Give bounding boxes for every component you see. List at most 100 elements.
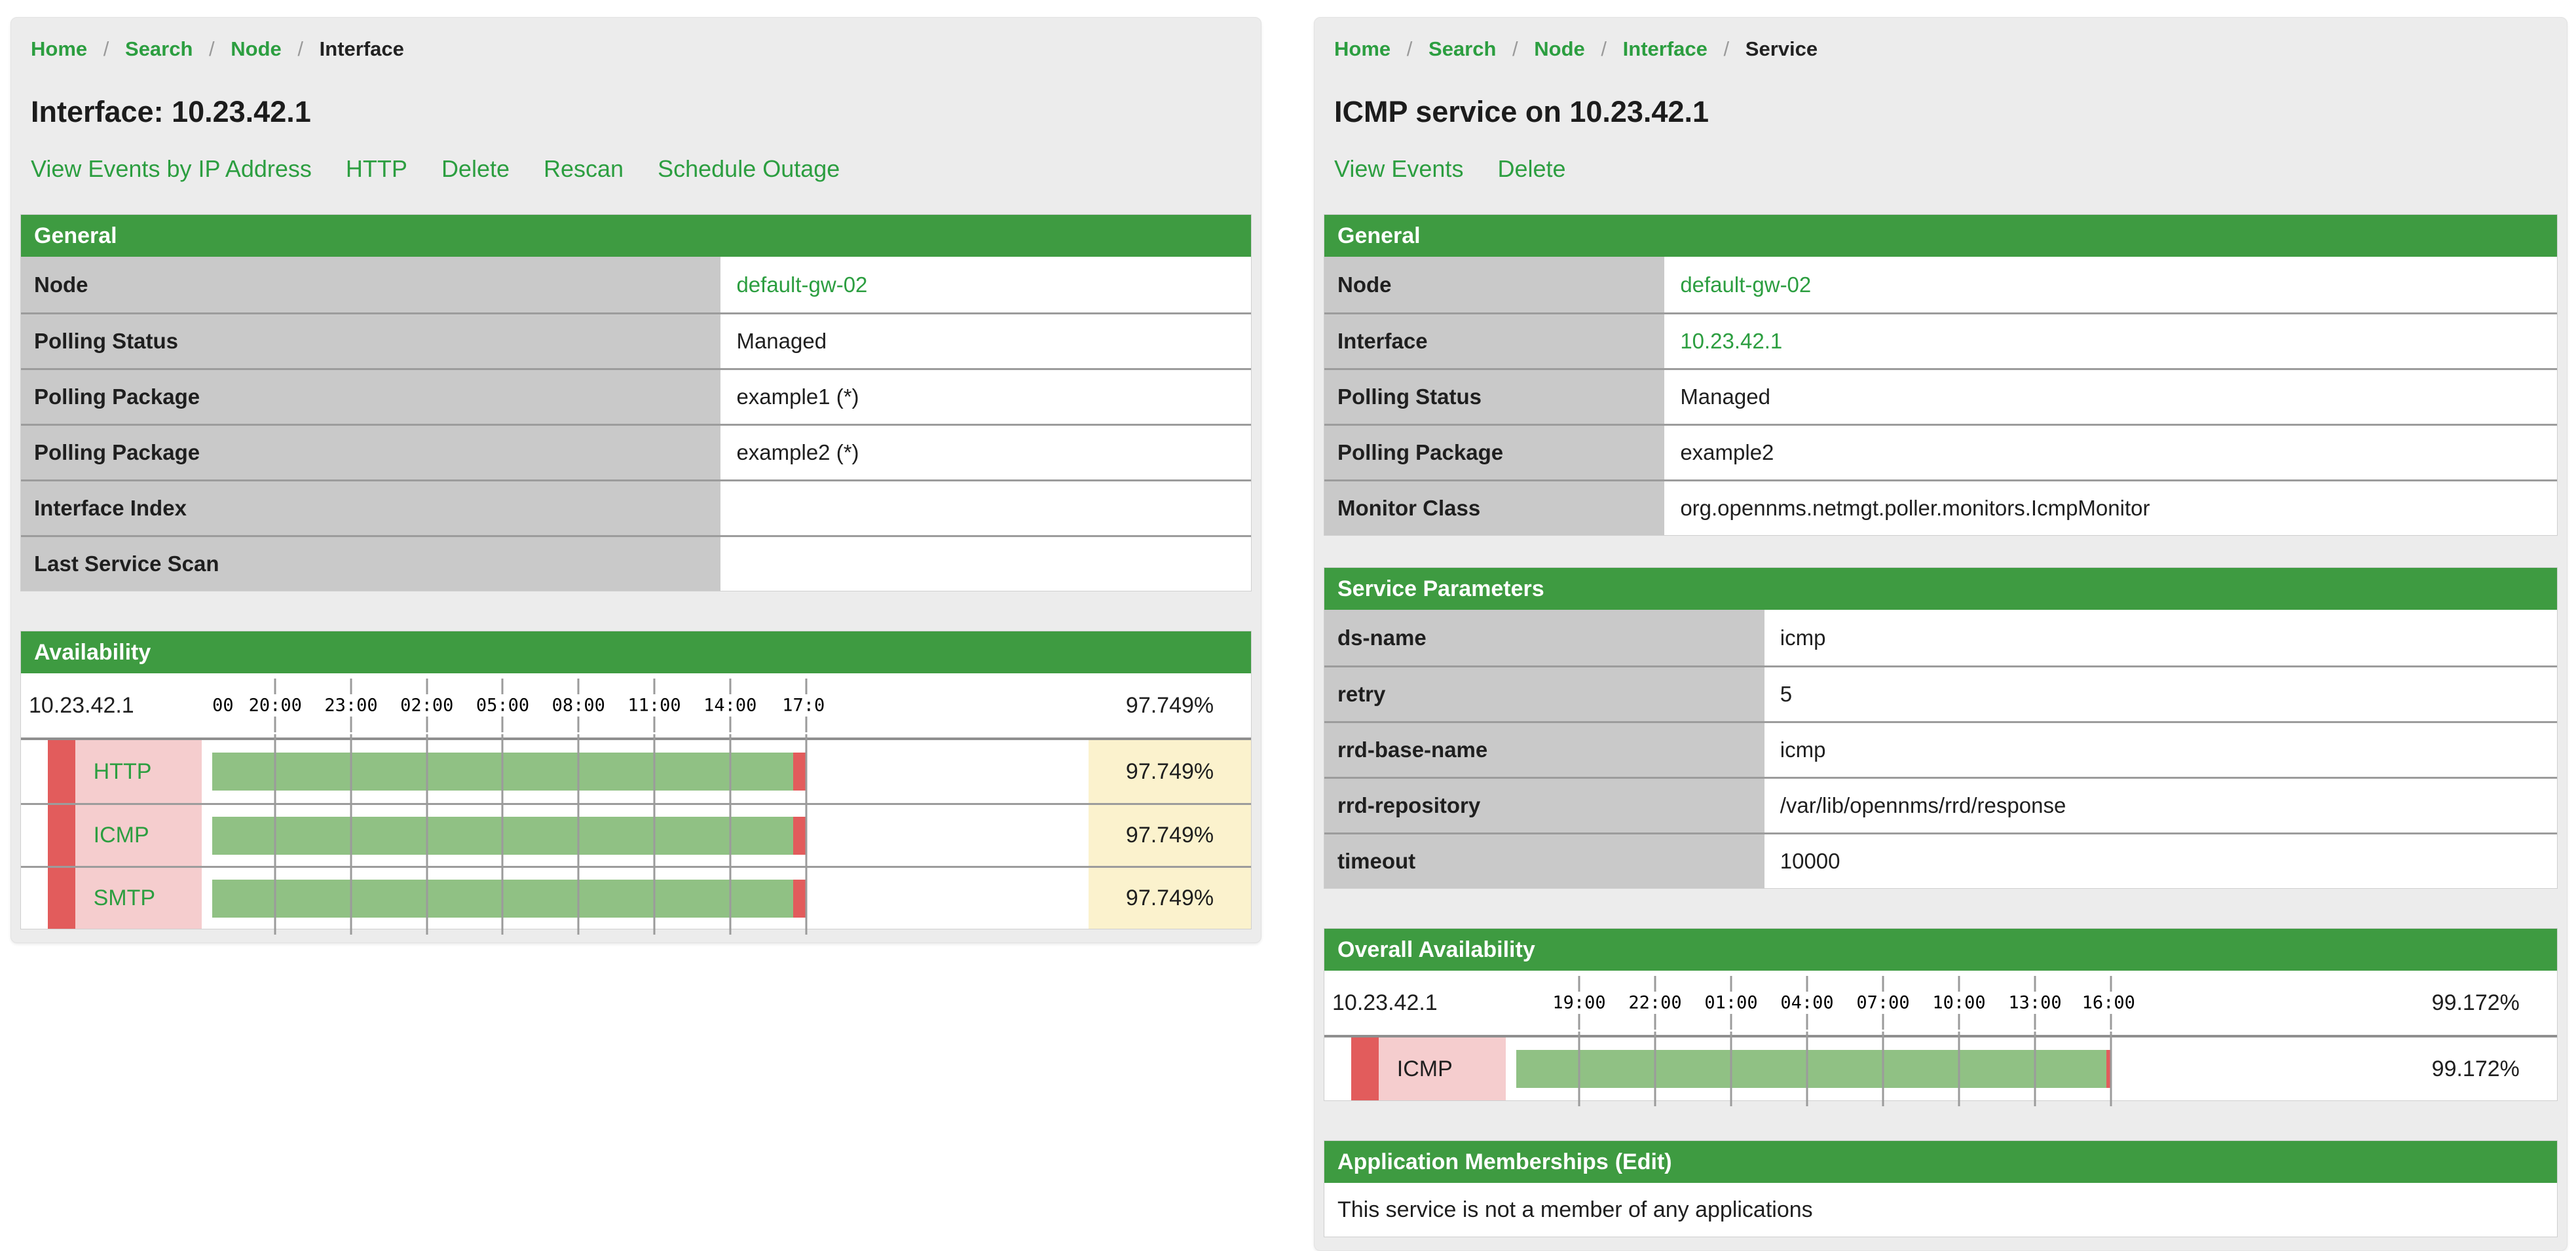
http-link[interactable]: HTTP <box>345 155 407 182</box>
application-memberships-message: This service is not a member of any appl… <box>1324 1183 2557 1237</box>
application-memberships-header: Application Memberships (Edit) <box>1324 1141 2557 1183</box>
row-value: icmp <box>1780 625 1826 650</box>
row-value: icmp <box>1780 738 1826 762</box>
table-row: Polling Package example2 <box>1324 424 2557 479</box>
table-row: Node default-gw-02 <box>21 257 1251 312</box>
service-name-cell: SMTP <box>75 868 202 929</box>
general-table: General Node default-gw-02 Interface 10.… <box>1324 214 2558 536</box>
tick-label: 01:00 <box>1704 992 1758 1013</box>
delete-link[interactable]: Delete <box>1497 155 1566 182</box>
row-label: retry <box>1324 667 1766 721</box>
availability-ip: 10.23.42.1 <box>1332 990 1438 1015</box>
outage-indicator <box>48 805 75 866</box>
table-row: Interface Index <box>21 479 1251 535</box>
service-name-cell: HTTP <box>75 740 202 803</box>
tick-label: 17:0 <box>782 695 825 716</box>
availability-summary-row: 10.23.42.1 19:00 22:00 01:00 04:00 07:00… <box>1324 971 2557 1037</box>
breadcrumb-search[interactable]: Search <box>125 37 193 60</box>
view-events-by-ip-link[interactable]: View Events by IP Address <box>31 155 312 182</box>
tick-label: 08:00 <box>551 695 605 716</box>
row-label: Interface Index <box>21 481 722 535</box>
row-label: Node <box>21 257 722 312</box>
breadcrumb-home[interactable]: Home <box>1334 37 1391 60</box>
breadcrumb-separator: / <box>209 37 215 60</box>
table-row: Last Service Scan <box>21 535 1251 591</box>
breadcrumb-separator: / <box>1406 37 1413 60</box>
breadcrumb-separator: / <box>1723 37 1730 60</box>
service-http-link[interactable]: HTTP <box>93 758 152 784</box>
tick-label: 20:00 <box>248 695 302 716</box>
view-events-link[interactable]: View Events <box>1334 155 1464 182</box>
tick-label: 23:00 <box>324 695 378 716</box>
breadcrumb-interface: Interface <box>319 37 404 60</box>
table-row: rrd-repository /var/lib/opennms/rrd/resp… <box>1324 777 2557 832</box>
application-memberships-title: Application Memberships <box>1337 1149 1609 1174</box>
row-label: timeout <box>1324 834 1766 888</box>
table-row: Node default-gw-02 <box>1324 257 2557 312</box>
tick-label: 22:00 <box>1628 992 1682 1013</box>
row-label: Polling Package <box>1324 426 1666 479</box>
interface-link[interactable]: 10.23.42.1 <box>1680 329 1783 353</box>
node-link[interactable]: default-gw-02 <box>736 272 868 297</box>
row-label: rrd-base-name <box>1324 723 1766 777</box>
row-value: /var/lib/opennms/rrd/response <box>1780 793 2066 817</box>
row-value: Managed <box>1680 384 1770 409</box>
breadcrumb-node[interactable]: Node <box>1534 37 1585 60</box>
service-parameters-table: Service Parameters ds-name icmp retry 5 … <box>1324 567 2558 889</box>
rescan-link[interactable]: Rescan <box>544 155 624 182</box>
outage-indicator <box>1351 1037 1379 1100</box>
application-memberships-table: Application Memberships (Edit) This serv… <box>1324 1140 2558 1237</box>
tick-label: 02:00 <box>400 695 454 716</box>
table-row: Polling Status Managed <box>21 312 1251 368</box>
breadcrumb: Home / Search / Node / Interface <box>20 28 1252 61</box>
table-row: timeout 10000 <box>1324 832 2557 888</box>
breadcrumb-home[interactable]: Home <box>31 37 88 60</box>
breadcrumb-node[interactable]: Node <box>231 37 282 60</box>
service-percent: 97.749% <box>1089 805 1251 866</box>
page-title: Interface: 10.23.42.1 <box>31 95 311 128</box>
tick-label: 11:00 <box>627 695 681 716</box>
tick-label: 10:00 <box>1932 992 1986 1013</box>
row-spacer <box>1324 1037 1352 1100</box>
row-label: Polling Status <box>1324 370 1666 424</box>
row-label: Polling Package <box>21 426 722 479</box>
breadcrumb-search[interactable]: Search <box>1428 37 1497 60</box>
table-row: rrd-base-name icmp <box>1324 721 2557 777</box>
availability-table: Availability 10.23.42.1 00 20:00 23:00 0… <box>20 631 1252 935</box>
availability-bar-cell <box>202 734 1089 809</box>
service-icmp-link[interactable]: ICMP <box>93 823 149 848</box>
service-smtp-link[interactable]: SMTP <box>93 886 156 910</box>
availability-ip: 10.23.42.1 <box>29 692 134 718</box>
row-spacer <box>21 868 48 929</box>
row-value <box>722 537 1251 591</box>
row-label: Node <box>1324 257 1666 312</box>
availability-total-percent: 97.749% <box>1125 692 1214 718</box>
table-row: Polling Status Managed <box>1324 368 2557 424</box>
service-parameters-header: Service Parameters <box>1324 568 2557 610</box>
breadcrumb-separator: / <box>1601 37 1607 60</box>
interface-page: Home / Search / Node / Interface Interfa… <box>10 17 1261 943</box>
service-percent: 97.749% <box>1089 868 1251 929</box>
breadcrumb-separator: / <box>1512 37 1518 60</box>
general-header: General <box>21 215 1251 257</box>
node-link[interactable]: default-gw-02 <box>1680 272 1812 297</box>
row-value: example2 (*) <box>736 440 859 464</box>
breadcrumb-service: Service <box>1745 37 1818 60</box>
table-row: Interface 10.23.42.1 <box>1324 312 2557 368</box>
row-value: 10000 <box>1780 849 1840 873</box>
service-availability-row: HTTP 97.749% <box>21 734 1251 809</box>
delete-link[interactable]: Delete <box>441 155 510 182</box>
availability-bar <box>1516 1050 2112 1088</box>
breadcrumb-separator: / <box>103 37 109 60</box>
availability-bar-cell <box>1506 1032 2395 1106</box>
general-header: General <box>1324 215 2557 257</box>
breadcrumb-separator: / <box>297 37 304 60</box>
edit-memberships-link[interactable]: (Edit) <box>1615 1149 1672 1174</box>
row-value: org.opennms.netmgt.poller.monitors.IcmpM… <box>1680 496 2150 520</box>
schedule-outage-link[interactable]: Schedule Outage <box>658 155 840 182</box>
row-value: 5 <box>1780 682 1793 706</box>
tick-label: 05:00 <box>476 695 530 716</box>
service-availability-row: SMTP 97.749% <box>21 862 1251 935</box>
breadcrumb-interface[interactable]: Interface <box>1622 37 1708 60</box>
availability-timeline: 00 20:00 23:00 02:00 05:00 08:00 11:00 1… <box>202 673 1089 738</box>
